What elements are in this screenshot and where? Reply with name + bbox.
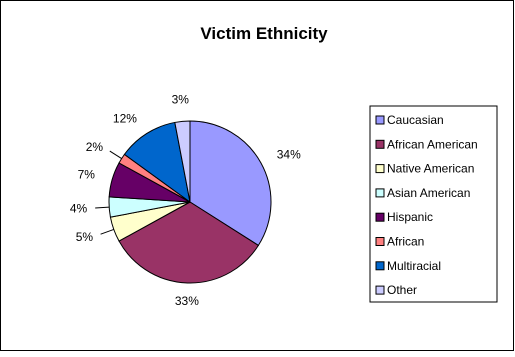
legend-label-asian-american: Asian American xyxy=(387,186,470,200)
data-label-multiracial: 12% xyxy=(113,111,137,125)
data-label-hispanic: 7% xyxy=(78,167,96,181)
data-label-other: 3% xyxy=(172,92,190,106)
legend-label-hispanic: Hispanic xyxy=(387,210,433,224)
legend-box xyxy=(369,105,498,303)
leader-line-african xyxy=(109,150,122,160)
legend-label-multiracial: Multiracial xyxy=(387,259,441,273)
legend-swatch-caucasian xyxy=(375,115,385,125)
legend-swatch-asian-american xyxy=(375,188,385,198)
pie-slices xyxy=(108,120,272,284)
data-label-african: 2% xyxy=(86,140,104,154)
chart-title: Victim Ethnicity xyxy=(200,24,328,43)
legend-label-african-american: African American xyxy=(387,137,478,151)
legend-swatch-hispanic xyxy=(375,212,385,222)
data-label-native-american: 5% xyxy=(76,230,94,244)
pie-slice-other xyxy=(174,120,191,203)
pie-slice-multiracial xyxy=(123,121,191,204)
data-label-caucasian: 34% xyxy=(277,147,301,161)
legend-swatch-multiracial xyxy=(375,261,385,271)
legend-label-african: African xyxy=(387,235,424,249)
data-label-asian-american: 4% xyxy=(70,201,88,215)
pie-data-labels: 34% 33% 5% 4% 7% 2% 12% 3% xyxy=(70,92,301,307)
legend-swatch-african-american xyxy=(375,139,385,149)
legend-label-caucasian: Caucasian xyxy=(387,113,444,127)
legend: Caucasian African American Native American… xyxy=(369,105,498,303)
data-label-african-american: 33% xyxy=(175,294,199,308)
legend-label-other: Other xyxy=(387,283,417,297)
legend-swatch-african xyxy=(375,237,385,246)
leader-line-asian-american xyxy=(95,206,110,209)
leader-line-native-american xyxy=(100,228,114,235)
legend-swatch-other xyxy=(375,285,385,295)
legend-label-native-american: Native American xyxy=(387,162,474,176)
legend-swatch-native-american xyxy=(375,164,385,174)
